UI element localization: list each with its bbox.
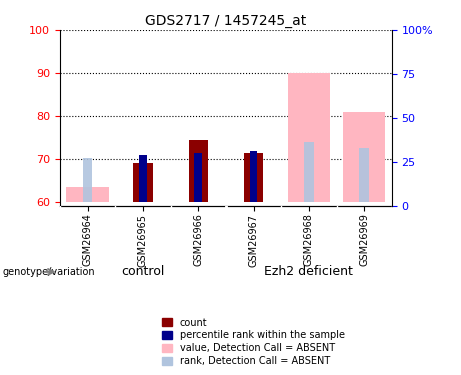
Bar (244, 153, 263, 202)
Text: genotype/variation: genotype/variation (3, 267, 95, 277)
Text: GSM26966: GSM26966 (193, 214, 203, 266)
Text: Ezh2 deficient: Ezh2 deficient (265, 266, 353, 278)
Bar (343, 112, 385, 202)
Bar (304, 142, 313, 202)
Bar (83, 158, 92, 202)
Text: GSM26967: GSM26967 (248, 214, 259, 267)
Text: GSM26969: GSM26969 (359, 214, 369, 266)
Text: control: control (121, 266, 165, 278)
Bar (189, 140, 208, 202)
Bar (288, 73, 330, 202)
Bar (139, 154, 147, 202)
Text: GSM26965: GSM26965 (138, 214, 148, 267)
Title: GDS2717 / 1457245_at: GDS2717 / 1457245_at (145, 13, 307, 28)
Text: GSM26968: GSM26968 (304, 214, 314, 266)
Bar (195, 153, 202, 202)
Legend: count, percentile rank within the sample, value, Detection Call = ABSENT, rank, : count, percentile rank within the sample… (159, 314, 349, 370)
Bar (133, 163, 153, 202)
Bar (250, 151, 257, 202)
Bar (66, 187, 109, 202)
Text: GSM26964: GSM26964 (83, 214, 93, 266)
Bar (359, 148, 369, 202)
